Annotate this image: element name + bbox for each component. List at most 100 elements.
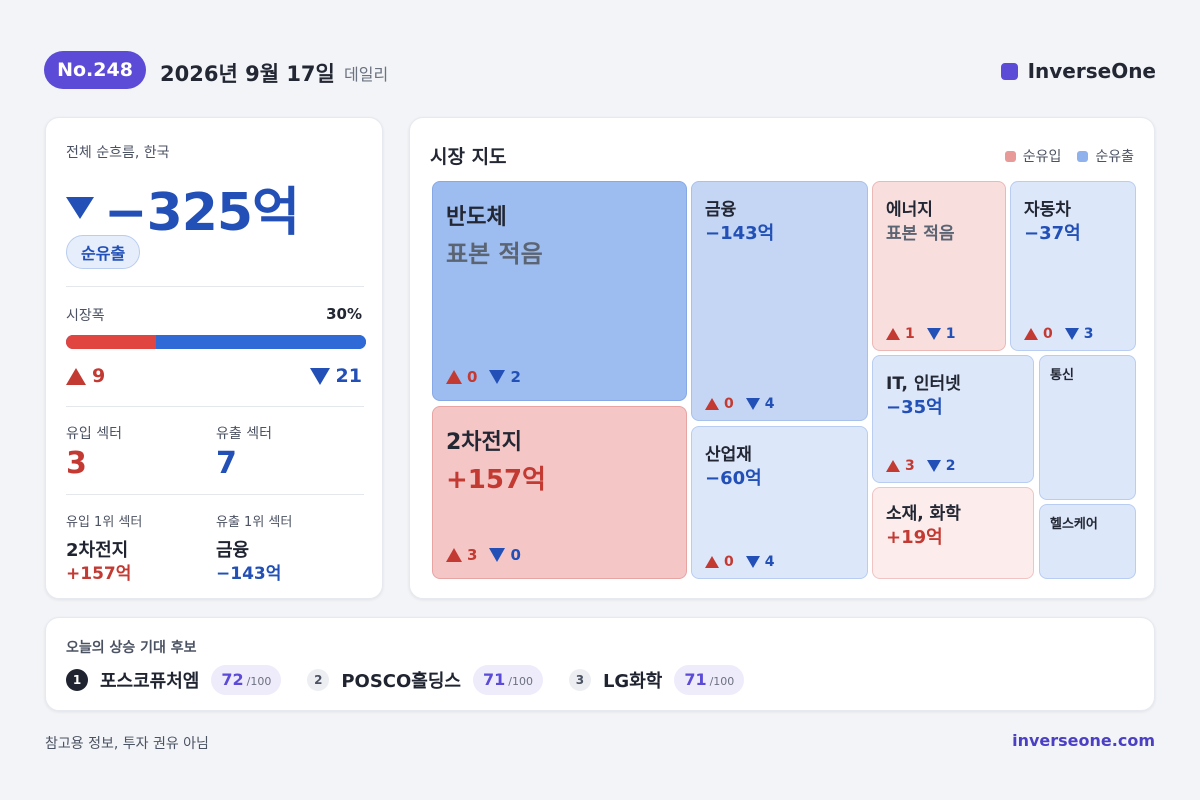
issue-number-badge: No.248 — [44, 51, 146, 89]
sector-tile-materials-chemicals[interactable]: 소재, 화학 +19억 — [872, 487, 1034, 579]
candidate-name: 포스코퓨처엠 — [100, 671, 200, 692]
net-flow-summary-card: 전체 순흐름, 한국 −325억 순유출 시장폭 30% 9 21 유입 섹터 … — [45, 117, 383, 599]
report-date: 2026년 9월 17일 — [160, 62, 335, 86]
score-max: /100 — [246, 675, 272, 688]
up-count: 0 — [1043, 326, 1053, 342]
inflow-sectors-count: 3 — [66, 446, 87, 481]
up-arrow-icon — [886, 460, 900, 472]
divider — [66, 286, 364, 287]
rising-candidates-card: 오늘의 상승 기대 후보 1 포스코퓨처엠 72/100 2 POSCO홀딩스 … — [45, 617, 1155, 711]
sector-name: 산업재 — [705, 445, 752, 465]
breadth-bar — [66, 335, 366, 349]
up-count: 0 — [724, 554, 734, 570]
edition-label: 데일리 — [344, 65, 389, 84]
header: No.248 2026년 9월 17일 데일리 InverseOne — [44, 51, 1156, 91]
down-arrow-icon — [1064, 328, 1079, 340]
candidates-title: 오늘의 상승 기대 후보 — [66, 640, 197, 656]
up-count: 3 — [467, 546, 478, 564]
sector-tile-telecom[interactable]: 통신 — [1039, 355, 1136, 500]
sector-name: 반도체 — [446, 205, 507, 230]
sector-up-down: 1 1 — [886, 326, 956, 342]
sector-up-down: 0 4 — [705, 396, 775, 412]
sector-value: 표본 적음 — [446, 240, 543, 268]
direction-badge: 순유출 — [66, 235, 141, 269]
up-arrow-icon — [66, 367, 86, 385]
sector-name: 통신 — [1050, 368, 1074, 383]
sector-tile-finance[interactable]: 금융 −143억 0 4 — [691, 181, 868, 421]
up-arrow-icon — [705, 398, 719, 410]
candidate-name: LG화학 — [602, 671, 663, 692]
sector-value: −35억 — [886, 397, 943, 418]
down-arrow-icon — [926, 460, 941, 472]
score-value: 71 — [482, 670, 506, 689]
sector-name: 금융 — [705, 200, 737, 220]
score-value: 71 — [684, 670, 707, 689]
top-inflow-label: 유입 1위 섹터 — [66, 515, 143, 530]
legend-inflow-label: 순유입 — [1022, 149, 1062, 165]
score-max: /100 — [709, 675, 735, 688]
sector-tile-it-internet[interactable]: IT, 인터넷 −35억 3 2 — [872, 355, 1034, 483]
breadth-bar-up — [66, 335, 156, 349]
sector-value: −60억 — [705, 468, 762, 489]
down-count: 2 — [510, 368, 521, 386]
top-outflow-label: 유출 1위 섹터 — [216, 515, 293, 530]
sector-value: +157억 — [446, 465, 546, 495]
top-inflow-value: +157억 — [66, 564, 132, 584]
brand-logo-icon — [1000, 62, 1018, 80]
breadth-percent: 30% — [326, 305, 362, 323]
sector-tile-energy[interactable]: 에너지 표본 적음 1 1 — [872, 181, 1006, 351]
candidate-item[interactable]: 1 포스코퓨처엠 72/100 — [66, 665, 282, 695]
brand: InverseOne — [1000, 59, 1156, 83]
up-count: 0 — [724, 396, 734, 412]
down-arrow-icon — [926, 328, 941, 340]
down-count: 4 — [764, 396, 775, 412]
rank-badge: 3 — [568, 669, 591, 691]
sector-name: 에너지 — [886, 200, 933, 220]
legend-inflow: 순유입 — [1004, 146, 1062, 166]
score-max: /100 — [508, 675, 533, 688]
sector-tile-battery[interactable]: 2차전지 +157억 3 0 — [432, 406, 687, 579]
sector-up-down: 0 2 — [446, 368, 521, 386]
inflow-sectors-label: 유입 섹터 — [66, 426, 122, 442]
outflow-swatch-icon — [1077, 151, 1089, 162]
sector-up-down: 3 0 — [446, 546, 521, 564]
sector-tile-auto[interactable]: 자동차 −37억 0 3 — [1010, 181, 1136, 351]
sector-value: −37억 — [1024, 223, 1081, 244]
sector-tile-semiconductor[interactable]: 반도체 표본 적음 0 2 — [432, 181, 687, 401]
candidate-item[interactable]: 3 LG화학 71/100 — [568, 665, 745, 695]
up-count: 1 — [905, 326, 915, 342]
rank-badge: 2 — [307, 669, 330, 691]
candidates-list: 1 포스코퓨처엠 72/100 2 POSCO홀딩스 71/100 3 LG화학… — [66, 664, 770, 696]
sector-tile-industrials[interactable]: 산업재 −60억 0 4 — [691, 426, 868, 579]
up-arrow-icon — [446, 370, 462, 384]
sector-name: 자동차 — [1024, 200, 1071, 220]
decliners-count: 21 — [309, 365, 362, 387]
site-link[interactable]: inverseone.com — [1012, 731, 1155, 750]
legend-outflow: 순유출 — [1077, 146, 1134, 166]
sector-tile-healthcare[interactable]: 헬스케어 — [1039, 504, 1136, 579]
down-count: 4 — [764, 554, 775, 570]
down-arrow-icon — [745, 556, 760, 568]
sector-up-down: 3 2 — [886, 458, 956, 474]
candidate-score: 71/100 — [472, 665, 543, 695]
outflow-sectors-count: 7 — [216, 446, 237, 481]
divider — [66, 494, 364, 495]
candidate-score: 72/100 — [211, 665, 282, 695]
down-count: 0 — [510, 546, 521, 564]
net-flow-amount: −325억 — [104, 183, 300, 243]
up-arrow-icon — [886, 328, 900, 340]
sector-value: −143억 — [705, 223, 775, 244]
divider — [66, 406, 364, 407]
sector-name: IT, 인터넷 — [886, 374, 961, 394]
up-arrow-icon — [446, 548, 462, 562]
sector-name: 헬스케어 — [1050, 517, 1098, 532]
rank-badge: 1 — [66, 669, 88, 691]
market-map-card: 시장 지도 순유입 순유출 반도체 표본 적음 0 2 2차전지 +157억 3… — [409, 117, 1155, 599]
candidate-item[interactable]: 2 POSCO홀딩스 71/100 — [307, 665, 543, 695]
market-map-title: 시장 지도 — [430, 146, 507, 168]
market-map-legend: 순유입 순유출 — [1004, 146, 1134, 166]
down-arrow-icon — [309, 367, 330, 385]
decliners-value: 21 — [335, 365, 362, 387]
breadth-label: 시장폭 — [66, 308, 105, 324]
sector-name: 2차전지 — [446, 430, 523, 455]
